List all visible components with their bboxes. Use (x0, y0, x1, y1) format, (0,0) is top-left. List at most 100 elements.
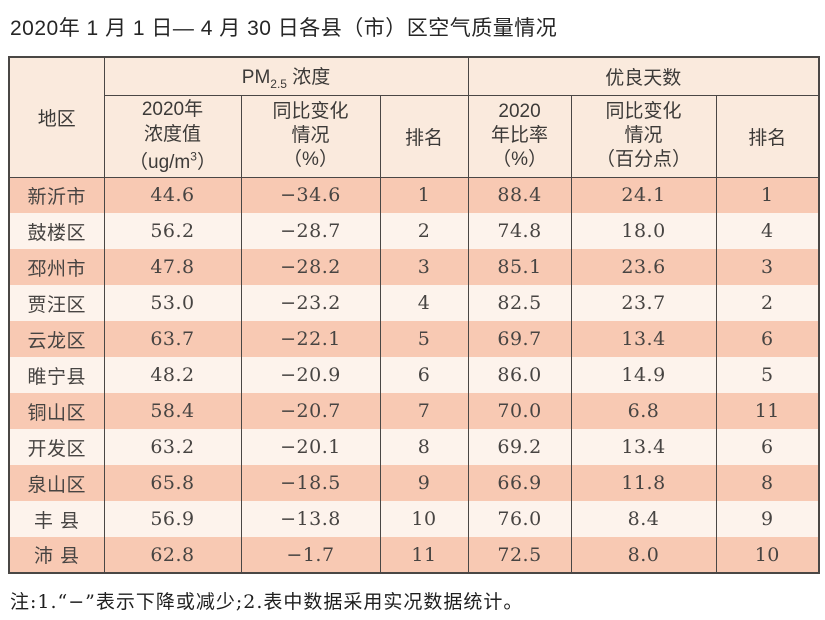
pm-value-column-header: 2020年 浓度值 （ug/m3） (103, 95, 241, 178)
days-ratio-cell: 74.8 (467, 213, 572, 249)
pm-rank-cell: 4 (379, 285, 469, 321)
table-row: 泉山区 65.8 −18.5 9 66.9 11.8 8 (8, 465, 820, 501)
table-row: 贾汪区 53.0 −23.2 4 82.5 23.7 2 (8, 285, 820, 321)
days-rank-cell: 6 (715, 429, 820, 465)
days-rank-cell: 3 (715, 249, 820, 285)
table-body: 新沂市 44.6 −34.6 1 88.4 24.1 1 鼓楼区 56.2 −28.7 2 74.8 1… (8, 177, 820, 573)
table-row: 开发区 63.2 −20.1 8 69.2 13.4 6 (8, 429, 820, 465)
table-row: 沛 县 62.8 −1.7 11 72.5 8.0 10 (8, 537, 820, 573)
days-ratio-cell: 66.9 (467, 465, 572, 501)
days-ratio-cell: 76.0 (467, 501, 572, 537)
days-change-cell: 13.4 (570, 429, 717, 465)
table-header: 地区 PM2.5 浓度 优良天数 2020年 浓度值 （ug/m3） 同比变化 … (8, 57, 820, 178)
pm-rank-cell: 2 (379, 213, 469, 249)
days-rank-cell: 5 (715, 357, 820, 393)
pm-change-cell: −34.6 (240, 177, 380, 213)
pm-change-cell: −13.8 (240, 501, 380, 537)
page-title: 2020年 1 月 1 日— 4 月 30 日各县（市）区空气质量情况 (10, 17, 558, 40)
region-cell: 邳州市 (8, 249, 104, 285)
pm-rank-cell: 11 (379, 537, 469, 573)
days-change-cell: 6.8 (570, 393, 717, 429)
pm-rank-cell: 1 (379, 177, 469, 213)
pm-rank-cell: 3 (379, 249, 469, 285)
days-rank-cell: 8 (715, 465, 820, 501)
pm-value-cell: 47.8 (103, 249, 241, 285)
days-rank-cell: 10 (715, 537, 820, 573)
good-days-group-header: 优良天数 (467, 57, 820, 96)
pm-rank-cell: 7 (379, 393, 469, 429)
days-ratio-cell: 69.2 (467, 429, 572, 465)
pm-value-cell: 62.8 (103, 537, 241, 573)
days-rank-cell: 11 (715, 393, 820, 429)
days-ratio-cell: 86.0 (467, 357, 572, 393)
days-ratio-cell: 82.5 (467, 285, 572, 321)
pm-value-cell: 63.7 (103, 321, 241, 357)
days-change-column-header: 同比变化 情况 （百分点） (570, 95, 717, 178)
region-cell: 贾汪区 (8, 285, 104, 321)
header-group-row: 地区 PM2.5 浓度 优良天数 (8, 57, 820, 178)
pm-rank-cell: 10 (379, 501, 469, 537)
header-sub-row: 2020年 浓度值 （ug/m3） 同比变化 情况 （%） 排名 2020 年比… (9, 95, 820, 178)
region-cell: 新沂市 (8, 177, 104, 213)
pm-change-cell: −22.1 (240, 321, 380, 357)
table-row: 新沂市 44.6 −34.6 1 88.4 24.1 1 (8, 177, 820, 213)
region-cell: 云龙区 (8, 321, 104, 357)
table-row: 铜山区 58.4 −20.7 7 70.0 6.8 11 (8, 393, 820, 429)
pm-change-cell: −20.7 (240, 393, 380, 429)
days-change-cell: 23.6 (570, 249, 717, 285)
pm-value-cell: 65.8 (103, 465, 241, 501)
days-ratio-cell: 72.5 (467, 537, 572, 573)
pm-rank-cell: 8 (379, 429, 469, 465)
pm-change-cell: −18.5 (240, 465, 380, 501)
region-cell: 泉山区 (8, 465, 104, 501)
days-change-cell: 13.4 (570, 321, 717, 357)
pm-rank-cell: 9 (379, 465, 469, 501)
days-rank-cell: 4 (715, 213, 820, 249)
air-quality-table: 地区 PM2.5 浓度 优良天数 2020年 浓度值 （ug/m3） 同比变化 … (8, 56, 821, 574)
days-rank-cell: 6 (715, 321, 820, 357)
table-row: 邳州市 47.8 −28.2 3 85.1 23.6 3 (8, 249, 820, 285)
cubic-superscript: 3 (190, 149, 197, 164)
pm-change-cell: −28.7 (240, 213, 380, 249)
days-change-cell: 8.4 (570, 501, 717, 537)
pm-change-cell: −28.2 (240, 249, 380, 285)
pm-value-cell: 56.9 (103, 501, 241, 537)
region-column-header: 地区 (8, 57, 104, 178)
days-ratio-cell: 88.4 (467, 177, 572, 213)
pm-change-cell: −20.9 (240, 357, 380, 393)
days-rank-cell: 1 (715, 177, 820, 213)
region-cell: 开发区 (8, 429, 104, 465)
days-change-cell: 8.0 (570, 537, 717, 573)
pm-value-cell: 58.4 (103, 393, 241, 429)
pm-change-cell: −1.7 (240, 537, 380, 573)
region-cell: 丰 县 (8, 501, 104, 537)
pm-rank-column-header: 排名 (379, 95, 469, 178)
region-cell: 睢宁县 (8, 357, 104, 393)
days-change-cell: 11.8 (570, 465, 717, 501)
pm-value-cell: 56.2 (103, 213, 241, 249)
table-row: 丰 县 56.9 −13.8 10 76.0 8.4 9 (8, 501, 820, 537)
pm-rank-cell: 6 (379, 357, 469, 393)
pm-change-cell: −20.1 (240, 429, 380, 465)
pm-value-cell: 44.6 (103, 177, 241, 213)
region-cell: 沛 县 (8, 537, 104, 573)
pm-value-unit: （ug/m3） (129, 149, 216, 173)
days-rank-cell: 9 (715, 501, 820, 537)
table-row: 云龙区 63.7 −22.1 5 69.7 13.4 6 (8, 321, 820, 357)
days-rank-cell: 2 (715, 285, 820, 321)
table-row: 睢宁县 48.2 −20.9 6 86.0 14.9 5 (8, 357, 820, 393)
pm-rank-cell: 5 (379, 321, 469, 357)
pm25-subscript: 2.5 (270, 76, 287, 91)
pm-value-cell: 63.2 (103, 429, 241, 465)
pm-value-cell: 53.0 (103, 285, 241, 321)
days-rank-column-header: 排名 (715, 95, 820, 178)
pm-value-cell: 48.2 (103, 357, 241, 393)
days-change-cell: 18.0 (570, 213, 717, 249)
footnote: 注:1.“−”表示下降或减少;2.表中数据采用实况数据统计。 (10, 591, 524, 613)
days-ratio-column-header: 2020 年比率 （%） (467, 95, 572, 178)
days-change-cell: 23.7 (570, 285, 717, 321)
region-cell: 铜山区 (8, 393, 104, 429)
days-ratio-cell: 70.0 (467, 393, 572, 429)
table-row: 鼓楼区 56.2 −28.7 2 74.8 18.0 4 (8, 213, 820, 249)
